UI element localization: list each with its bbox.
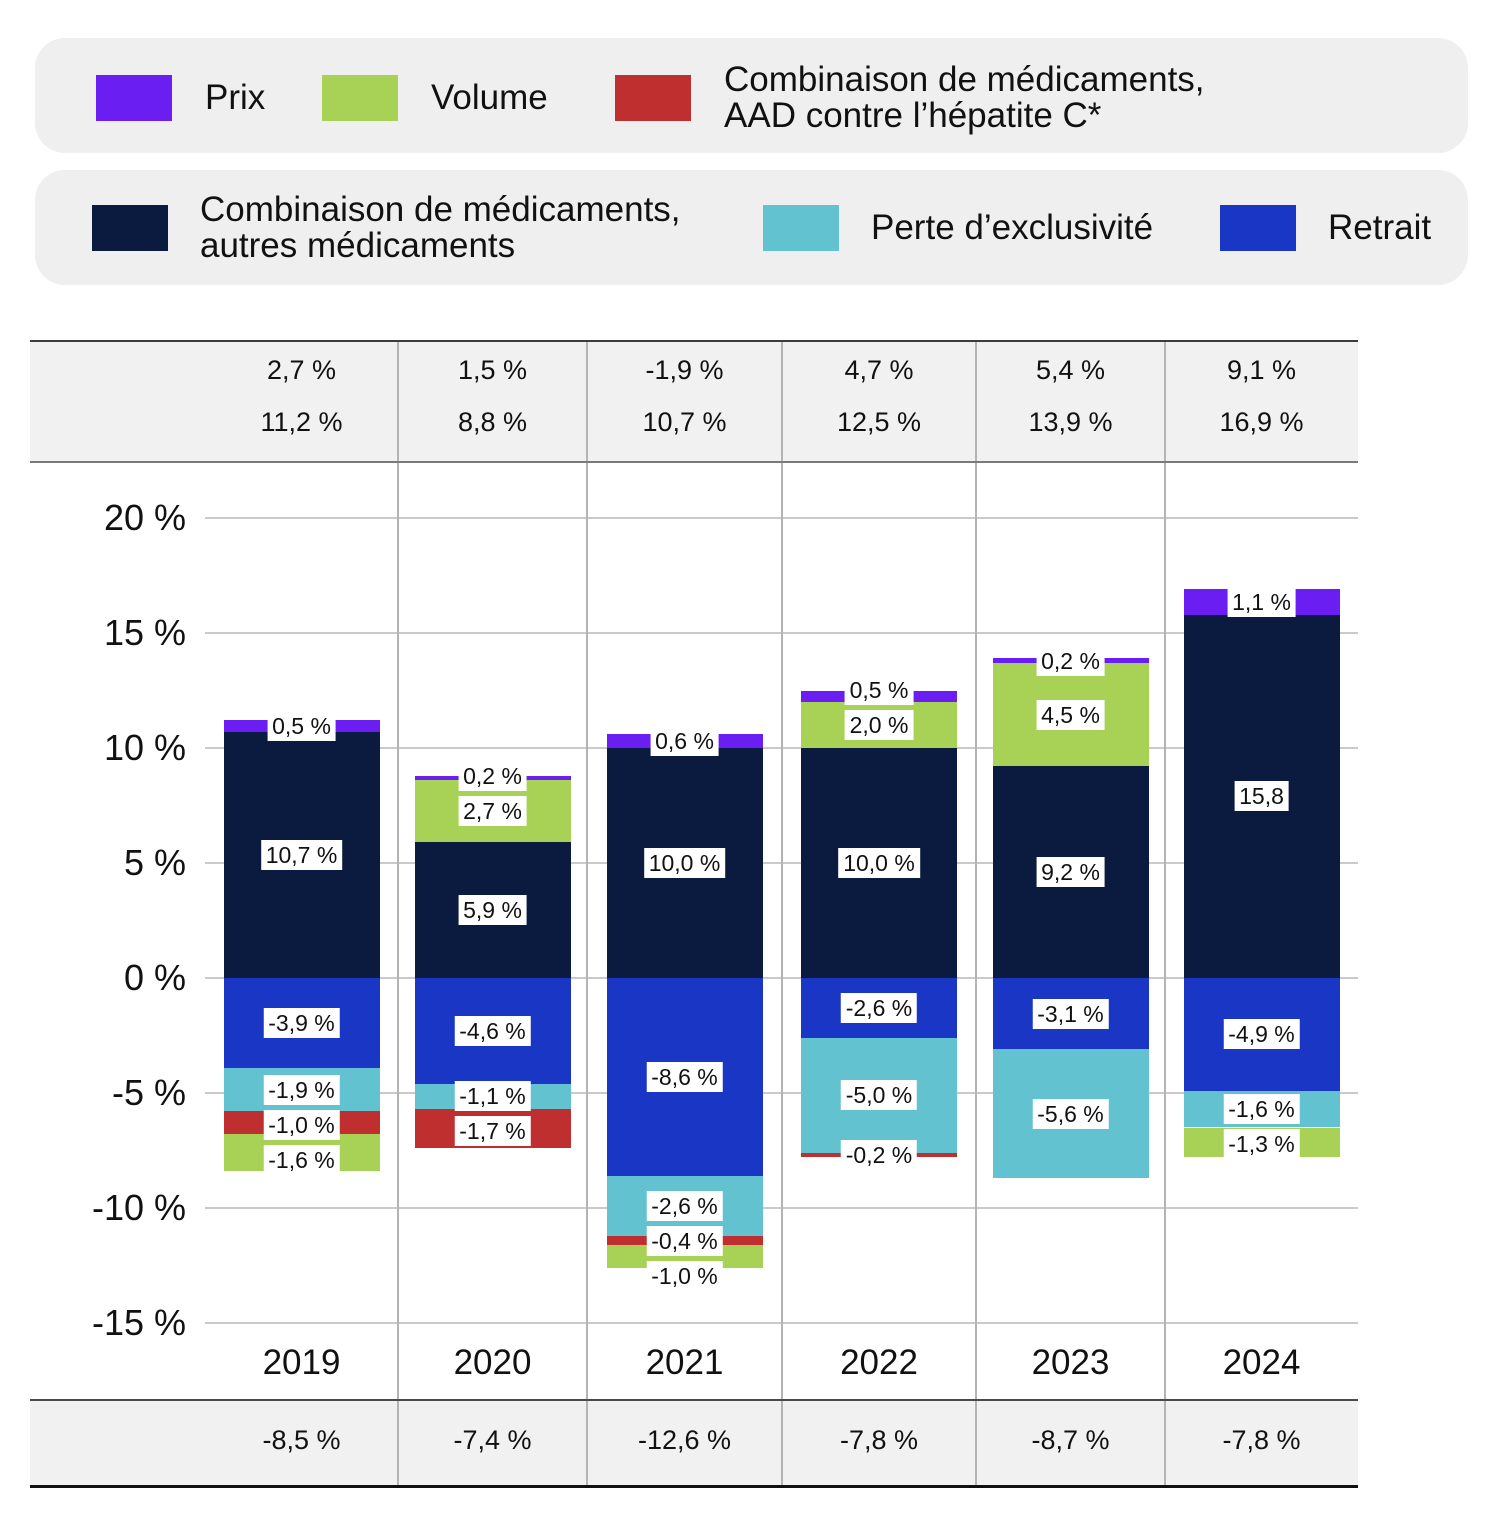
total-decrease-2019: -8,5 % <box>262 1425 341 1455</box>
header-row-background <box>30 341 1358 462</box>
legend-item-loss-of-exclusivity: Perte d’exclusivité <box>763 205 1153 251</box>
legend-label-withdrawal: Retrait <box>1328 208 1432 247</box>
data-label-2023-volume: 4,5 % <box>1036 699 1105 730</box>
column-separator <box>397 341 399 1486</box>
total-increase-2023: 13,9 % <box>1028 407 1113 437</box>
column-separator <box>1164 341 1166 1486</box>
data-label-2024-combo-other-drugs: 15,8 <box>1234 781 1289 812</box>
data-label-2020-loss-of-exclusivity: -1,1 % <box>454 1081 531 1112</box>
data-label-2021-withdrawal: -8,6 % <box>646 1061 723 1092</box>
x-tick-label-2022: 2022 <box>840 1343 918 1382</box>
legend-label-combo-other-drugs: Combinaison de médicaments, autres médic… <box>200 190 681 265</box>
legend-swatch-loss-of-exclusivity <box>763 205 839 251</box>
data-label-2021-combo-aad-hepatitis-c: -0,4 % <box>646 1225 723 1256</box>
data-label-2020-prix: 0,2 % <box>458 761 527 792</box>
x-tick-label-2020: 2020 <box>453 1343 532 1382</box>
net-change-2019: 2,7 % <box>266 355 337 385</box>
data-label-2020-combo-aad-hepatitis-c: -1,7 % <box>454 1116 531 1147</box>
data-label-2021-prix: 0,6 % <box>650 726 719 757</box>
net-change-2024: 9,1 % <box>1226 355 1297 385</box>
data-label-2019-volume: -1,6 % <box>263 1144 340 1175</box>
legend-swatch-combo-aad-hepatitis-c <box>615 75 691 121</box>
data-label-2019-combo-other-drugs: 10,7 % <box>260 839 343 870</box>
x-tick-label-2023: 2023 <box>1031 1343 1110 1382</box>
legend-item-combo-other-drugs: Combinaison de médicaments, autres médic… <box>92 192 720 264</box>
legend-panel-top: Prix Volume Combinaison de médicaments, … <box>35 38 1468 153</box>
net-change-2021: -1,9 % <box>645 355 724 385</box>
column-separator <box>781 341 783 1486</box>
y-tick-label: 0 % <box>123 957 186 998</box>
total-increase-2021: 10,7 % <box>642 407 727 437</box>
data-label-2019-loss-of-exclusivity: -1,9 % <box>263 1074 340 1105</box>
y-tick-label: 15 % <box>103 612 186 653</box>
total-increase-2020: 8,8 % <box>457 407 528 437</box>
column-separator <box>586 341 588 1486</box>
data-label-2020-volume: 2,7 % <box>458 796 527 827</box>
y-tick-label: 20 % <box>103 497 186 538</box>
data-label-2024-loss-of-exclusivity: -1,6 % <box>1223 1094 1300 1125</box>
total-increase-2022: 12,5 % <box>836 407 922 437</box>
x-tick-label-2024: 2024 <box>1222 1343 1301 1382</box>
legend-label-prix: Prix <box>205 78 266 117</box>
data-label-2020-withdrawal: -4,6 % <box>454 1015 531 1046</box>
data-label-2024-prix: 1,1 % <box>1227 586 1296 617</box>
legend-swatch-volume <box>322 75 398 121</box>
table-top-border <box>30 340 1358 342</box>
legend-item-withdrawal: Retrait <box>1220 205 1431 251</box>
header-bottom-border <box>30 461 1358 463</box>
total-decrease-2024: -7,8 % <box>1222 1425 1301 1455</box>
x-tick-label-2021: 2021 <box>645 1343 724 1382</box>
total-increase-2019: 11,2 % <box>260 407 343 437</box>
data-label-2022-prix: 0,5 % <box>844 675 914 705</box>
data-label-2023-withdrawal: -3,1 % <box>1032 998 1109 1029</box>
footer-top-border <box>30 1399 1358 1401</box>
data-label-2023-loss-of-exclusivity: -5,6 % <box>1032 1098 1109 1129</box>
data-label-2022-combo-aad-hepatitis-c: -0,2 % <box>840 1140 918 1171</box>
legend-swatch-withdrawal <box>1220 205 1296 251</box>
table-bottom-border <box>30 1485 1358 1488</box>
column-separator <box>975 341 977 1486</box>
footer-row-background <box>30 1400 1358 1486</box>
data-label-2021-combo-other-drugs: 10,0 % <box>643 848 726 878</box>
data-label-2021-loss-of-exclusivity: -2,6 % <box>646 1190 723 1221</box>
data-label-2022-volume: 2,0 % <box>844 710 914 740</box>
legend-label-combo-aad-hepatitis-c: Combinaison de médicaments, AAD contre l… <box>724 60 1205 135</box>
data-label-2024-volume: -1,3 % <box>1223 1129 1300 1160</box>
total-decrease-2020: -7,4 % <box>453 1425 532 1455</box>
total-decrease-2022: -7,8 % <box>839 1425 919 1455</box>
x-tick-label-2019: 2019 <box>262 1343 341 1382</box>
bar-segment-2021-volume <box>606 1244 763 1268</box>
total-increase-2024: 16,9 % <box>1219 407 1304 437</box>
y-tick-label: -10 % <box>91 1187 186 1228</box>
net-change-2022: 4,7 % <box>844 355 914 385</box>
data-label-2021-volume: -1,0 % <box>646 1260 723 1291</box>
data-label-2019-prix: 0,5 % <box>267 711 336 742</box>
y-tick-label: 10 % <box>103 727 186 768</box>
total-decrease-2021: -12,6 % <box>637 1425 732 1455</box>
data-label-2023-prix: 0,2 % <box>1036 645 1105 676</box>
legend-swatch-combo-other-drugs <box>92 205 168 251</box>
legend-panel-bottom: Combinaison de médicaments, autres médic… <box>35 170 1468 285</box>
data-label-2022-loss-of-exclusivity: -5,0 % <box>840 1080 918 1111</box>
net-change-2023: 5,4 % <box>1035 355 1106 385</box>
legend-label-volume: Volume <box>431 78 548 117</box>
data-label-2019-withdrawal: -3,9 % <box>263 1007 340 1038</box>
data-label-2022-combo-other-drugs: 10,0 % <box>838 848 920 878</box>
legend-swatch-prix <box>96 75 172 121</box>
net-change-2020: 1,5 % <box>457 355 528 385</box>
data-label-2019-combo-aad-hepatitis-c: -1,0 % <box>263 1109 340 1140</box>
data-label-2022-withdrawal: -2,6 % <box>840 992 918 1023</box>
y-tick-label: 5 % <box>123 842 186 883</box>
legend-item-volume: Volume <box>322 75 548 121</box>
data-label-2023-combo-other-drugs: 9,2 % <box>1036 857 1105 888</box>
total-decrease-2023: -8,7 % <box>1031 1425 1110 1455</box>
data-label-2020-combo-other-drugs: 5,9 % <box>458 895 527 926</box>
legend-label-loss-of-exclusivity: Perte d’exclusivité <box>871 208 1154 247</box>
data-label-2024-withdrawal: -4,9 % <box>1223 1019 1300 1050</box>
y-tick-label: -5 % <box>111 1072 186 1113</box>
legend-item-prix: Prix <box>96 75 265 121</box>
y-tick-label: -15 % <box>91 1302 186 1343</box>
legend-item-combo-aad-hepatitis-c: Combinaison de médicaments, AAD contre l… <box>615 62 1244 134</box>
